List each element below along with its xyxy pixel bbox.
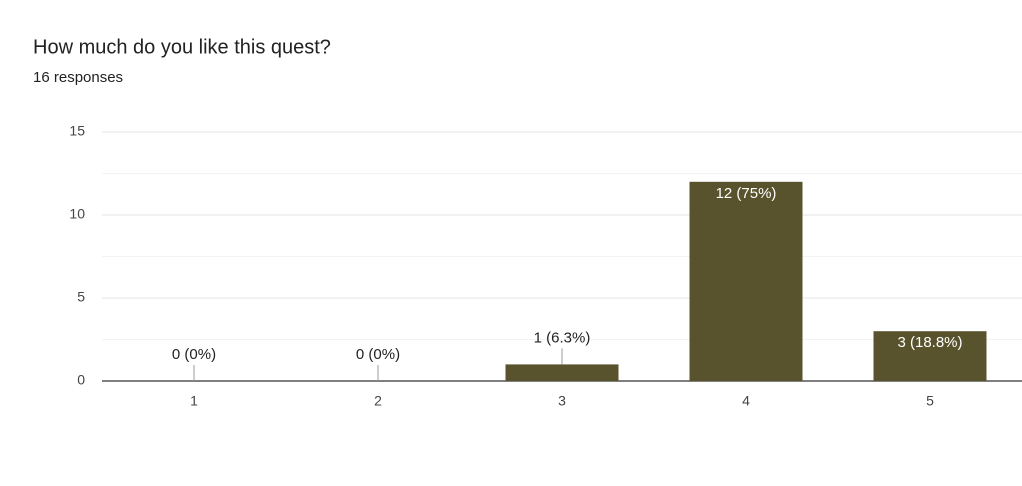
chart-title: How much do you like this quest? xyxy=(33,36,331,58)
y-tick-label: 0 xyxy=(77,372,85,388)
chart-subtitle: 16 responses xyxy=(33,69,123,86)
y-tick-label: 10 xyxy=(69,206,85,222)
value-label: 12 (75%) xyxy=(716,185,777,202)
bar xyxy=(873,331,987,381)
bar xyxy=(689,181,803,381)
x-tick-label: 3 xyxy=(558,393,566,409)
value-label: 1 (6.3%) xyxy=(534,329,591,346)
y-tick-label: 5 xyxy=(77,289,85,305)
x-tick-label: 1 xyxy=(190,393,198,409)
x-tick-label: 5 xyxy=(926,393,934,409)
value-label: 3 (18.8%) xyxy=(897,334,962,351)
value-label: 0 (0%) xyxy=(356,346,400,363)
x-tick-label: 2 xyxy=(374,393,382,409)
value-label: 0 (0%) xyxy=(172,346,216,363)
x-tick-label: 4 xyxy=(742,393,750,409)
y-tick-label: 15 xyxy=(69,123,85,139)
bar xyxy=(505,364,619,381)
